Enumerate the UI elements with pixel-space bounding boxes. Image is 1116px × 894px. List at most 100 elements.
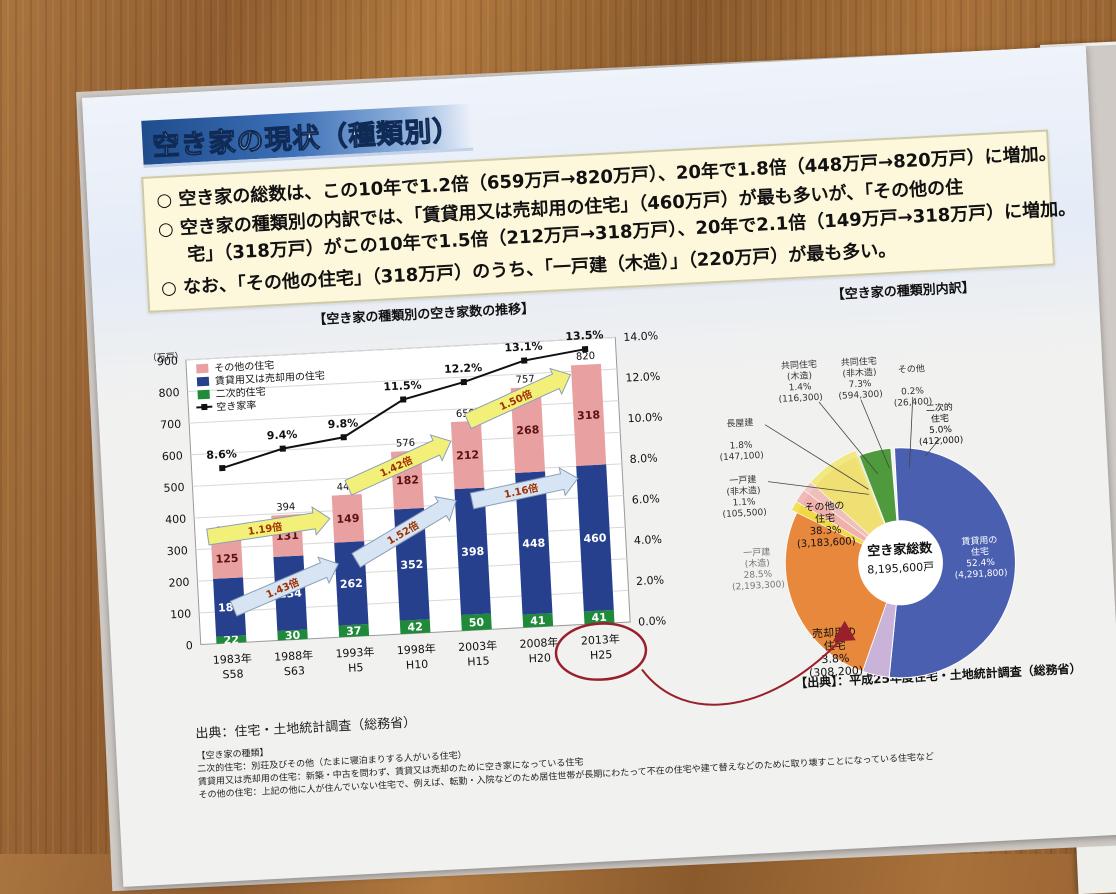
pie-label-apartment-nonwood: 7.3% <box>848 379 872 390</box>
pie-label-sale: 住宅 <box>823 638 846 653</box>
rate-label: 11.5% <box>383 379 422 394</box>
pie-leader-line <box>860 399 890 469</box>
pie-chart: 【空き家の種類別内訳】 【出典】：平成25年度住宅・土地統計調査（総務省） 空き… <box>719 280 1082 691</box>
pie-label-secondary: 5.0% <box>929 425 953 436</box>
pie-label-rental: 住宅 <box>971 545 990 558</box>
arrow-rental-early-shape <box>229 556 339 617</box>
bar-value-secondary: 50 <box>468 616 484 630</box>
bar-total-label: 576 <box>396 438 416 450</box>
y-gridline <box>187 368 617 393</box>
bar-other <box>331 494 365 543</box>
x-tick-era: S63 <box>284 664 306 678</box>
pie-chart-title: 【空き家の種類別内訳】 <box>831 280 975 303</box>
pie-label-other: (3,183,600) <box>797 536 856 550</box>
legend-swatch <box>196 376 210 387</box>
y-tick-label: 100 <box>170 607 192 621</box>
arrow-other-early: 1.19倍 <box>206 506 331 546</box>
pie-label-rowhouse: (147,100) <box>719 451 764 463</box>
bar-value-other: 125 <box>215 552 239 566</box>
legend-label: 二次的住宅 <box>215 385 266 401</box>
rate-label: 8.6% <box>206 447 237 462</box>
y-tick-label: 900 <box>157 354 179 368</box>
x-tick-era: H20 <box>528 651 551 665</box>
pie-center-hole <box>858 520 943 605</box>
x-tick-era: H5 <box>348 661 364 675</box>
x-tick-year: 1983年 <box>212 651 252 667</box>
rate-label: 9.8% <box>327 416 358 431</box>
bar-value-secondary: 41 <box>530 614 546 628</box>
x-tick-era: H15 <box>467 654 490 668</box>
bar-secondary <box>522 613 554 628</box>
pie-leader-line <box>818 401 879 475</box>
arrow-rental-mid-shape <box>351 496 457 568</box>
bar-secondary <box>338 624 370 638</box>
bar-secondary <box>399 619 431 635</box>
bar-other <box>210 537 244 579</box>
y2-tick-label: 10.0% <box>627 410 663 425</box>
pie-label-apartment-nonwood: (非木造) <box>842 366 877 380</box>
legend-label: その他の住宅 <box>214 358 275 374</box>
y-gridline <box>190 431 621 456</box>
pie-label-apartment-wood: (木造) <box>787 369 813 382</box>
pie-label-detached-nonwood: (105,500) <box>722 508 767 520</box>
bar-rental <box>515 471 553 615</box>
y-gridline <box>185 336 616 361</box>
bar-other <box>570 363 607 466</box>
pie-label-apartment-nonwood: 共同住宅 <box>841 355 878 369</box>
y2-tick-label: 12.0% <box>625 370 661 385</box>
bar-value-rental: 460 <box>583 531 607 545</box>
y-tick-label: 300 <box>167 544 189 558</box>
bar-value-other: 212 <box>456 448 480 462</box>
pie-label-misc: その他 <box>898 362 926 375</box>
bar-value-rental: 398 <box>461 545 485 559</box>
arrow-rental-late: 1.16倍 <box>469 466 579 510</box>
legend-swatch-marker <box>201 403 208 411</box>
rate-point <box>279 445 286 452</box>
bar-value-other: 268 <box>516 423 540 437</box>
y2-tick-label: 4.0% <box>634 533 663 547</box>
legend-swatch <box>197 389 210 400</box>
pie-label-detached-nonwood: 1.1% <box>732 497 756 508</box>
bar-total-label: 757 <box>515 374 535 386</box>
pie-label-detached-wood: 28.5% <box>743 570 773 582</box>
pie-center-value: 8,195,600戸 <box>867 560 935 576</box>
x-tick-year: 1988年 <box>274 648 314 664</box>
pie-label-apartment-wood: (116,300) <box>778 393 823 405</box>
bar-secondary <box>216 635 247 644</box>
pie-label-sale: 売却用の <box>812 625 857 640</box>
bar-secondary <box>583 609 615 625</box>
y-tick-label: 700 <box>160 418 182 432</box>
y-axis-unit: （万戸） <box>147 351 184 364</box>
y-tick-label: 200 <box>168 576 190 590</box>
pie-label-rental: 52.4% <box>966 558 996 570</box>
arrow-other-late-shape <box>463 367 572 430</box>
bar-value-secondary: 37 <box>346 624 362 638</box>
pie-label-other: 38.3% <box>810 525 842 538</box>
pie-leader-line <box>764 424 869 490</box>
y2-tick-label: 6.0% <box>631 492 660 506</box>
x-tick-year: 1993年 <box>335 644 375 660</box>
rate-point <box>460 378 467 386</box>
rate-label: 12.2% <box>444 361 483 376</box>
bar-other <box>450 420 485 490</box>
rate-point <box>400 396 407 403</box>
bar-value-rental: 262 <box>340 577 364 591</box>
bar-value-secondary: 22 <box>223 633 239 647</box>
x-tick-era: H25 <box>590 648 613 662</box>
arrow-other-mid-shape <box>344 434 452 496</box>
legend-label: 空き家率 <box>216 398 257 413</box>
pie-label-rowhouse: 1.8% <box>729 440 753 451</box>
pie-label-secondary: 住宅 <box>931 412 950 425</box>
rate-point <box>521 357 528 364</box>
bar-value-other: 182 <box>396 473 420 487</box>
pie-label-other: その他の <box>804 499 845 514</box>
pie-label-apartment-wood: 1.4% <box>788 382 812 393</box>
rate-point <box>340 434 347 441</box>
pie-label-detached-nonwood: (非木造) <box>726 484 761 498</box>
rate-label: 9.4% <box>266 428 297 443</box>
pie-label-detached-wood: (2,193,300) <box>732 580 785 593</box>
bar-rental <box>213 577 247 637</box>
pie-label-detached-wood: 一戸建 <box>743 546 771 559</box>
pie-label-apartment-wood: 共同住宅 <box>781 358 818 372</box>
pie-label-apartment-nonwood: (594,300) <box>838 390 883 402</box>
